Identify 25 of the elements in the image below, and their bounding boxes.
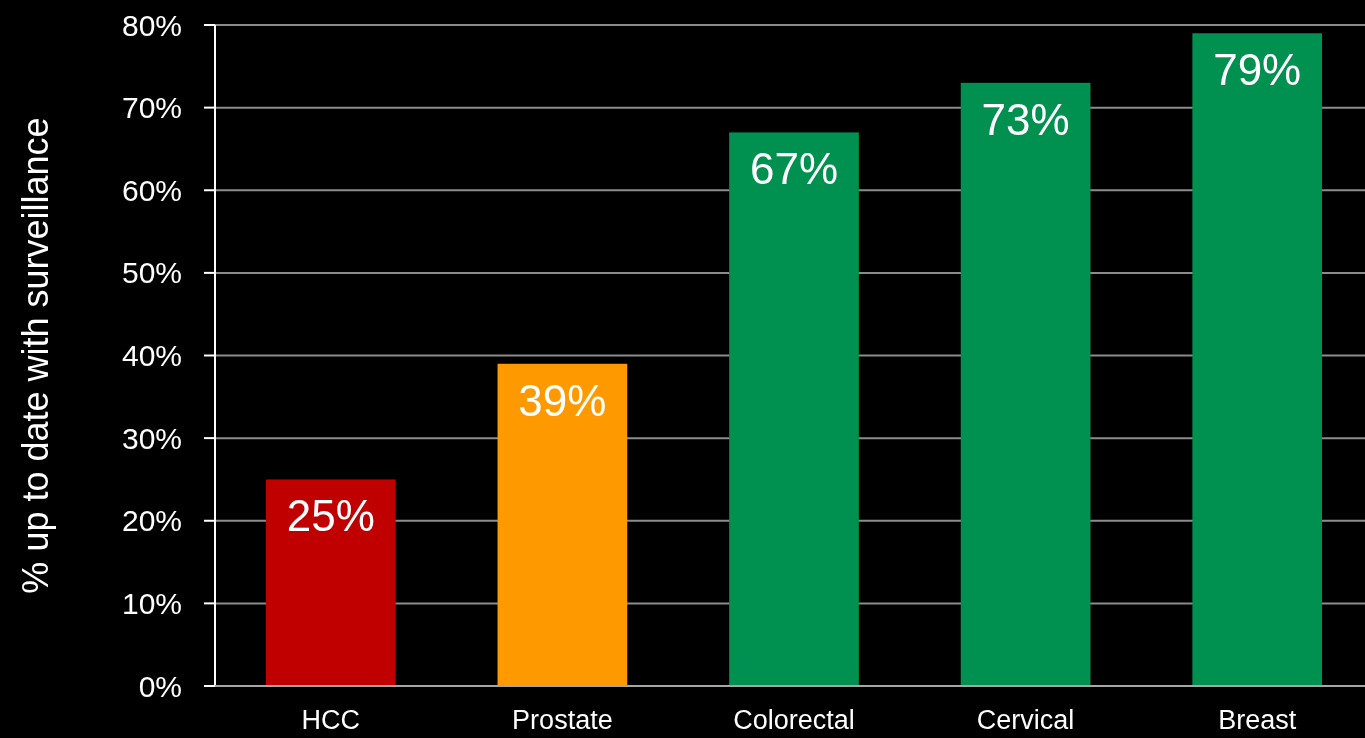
y-tick-label: 10% — [121, 586, 182, 620]
data-label: 67% — [749, 144, 839, 194]
bar — [497, 363, 628, 686]
y-tick-label: 60% — [121, 173, 182, 207]
y-tick-label: 80% — [121, 8, 182, 42]
y-tick-label: 0% — [138, 669, 182, 703]
y-tick-label: 50% — [121, 256, 182, 290]
y-tick-label: 70% — [121, 91, 182, 125]
data-label: 39% — [518, 375, 607, 425]
data-label: 25% — [286, 491, 375, 541]
x-tick-label: Cervical — [976, 705, 1075, 735]
y-tick-label: 40% — [121, 339, 182, 372]
y-axis-title: % up to date with surveillance — [15, 117, 56, 594]
bar — [960, 82, 1091, 686]
data-label: 79% — [1213, 45, 1302, 95]
x-tick-label: Colorectal — [733, 705, 855, 735]
bar — [1192, 33, 1323, 686]
bar — [729, 132, 859, 686]
x-tick-label: HCC — [301, 705, 361, 735]
y-tick-label: 20% — [121, 504, 182, 538]
data-label: 73% — [981, 94, 1070, 144]
y-tick-label: 30% — [121, 421, 182, 455]
bar — [265, 479, 396, 686]
x-tick-label: Breast — [1218, 705, 1297, 735]
x-tick-label: Prostate — [512, 705, 613, 735]
